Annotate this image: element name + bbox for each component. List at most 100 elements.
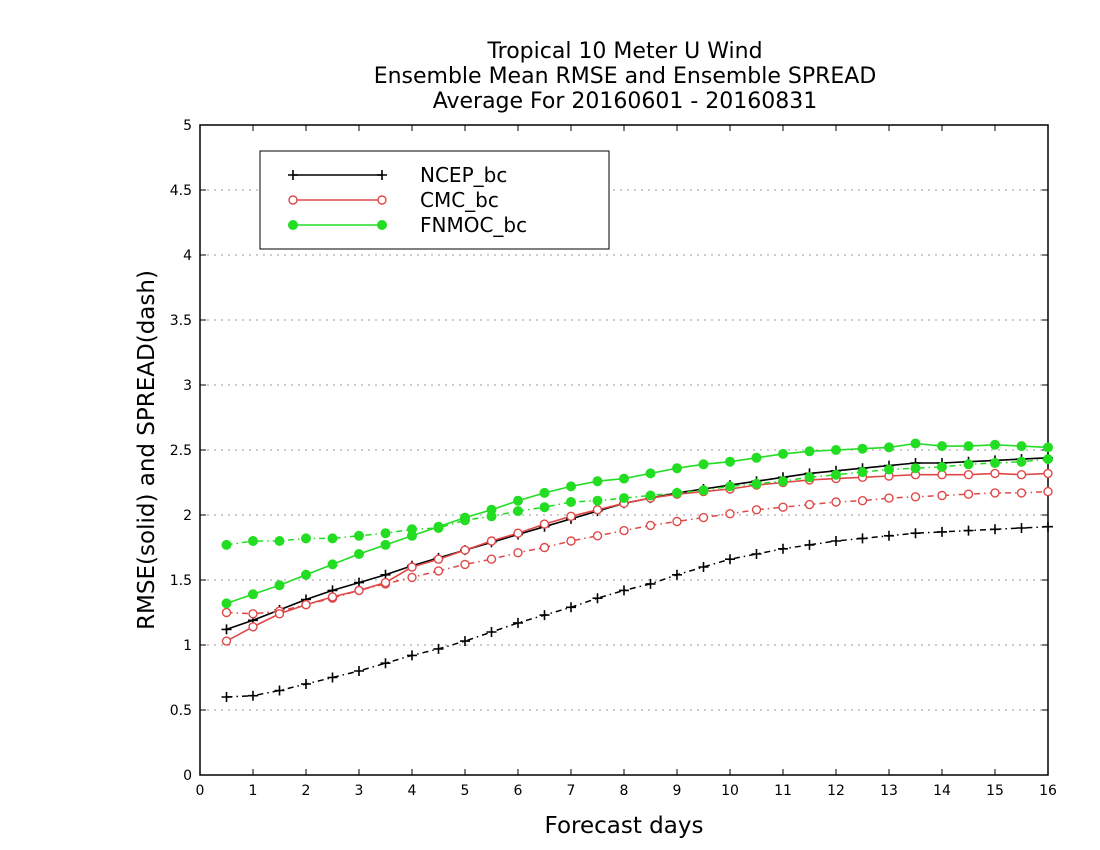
x-tick-label: 16 <box>1039 783 1057 799</box>
spread-point <box>354 666 364 676</box>
y-tick-label: 2 <box>183 508 192 524</box>
legend-marker <box>288 220 298 230</box>
x-tick-label: 3 <box>355 783 364 799</box>
spread-point <box>327 533 338 544</box>
legend-marker <box>377 220 387 230</box>
spread-point <box>751 478 762 489</box>
legend-marker <box>288 195 298 205</box>
y-tick-label: 3 <box>183 378 192 394</box>
rmse-point <box>513 528 523 538</box>
y-tick-label: 2.5 <box>170 443 192 459</box>
x-tick-label: 8 <box>620 783 629 799</box>
chart-title-line: Tropical 10 Meter U Wind <box>486 39 762 64</box>
x-tick-label: 9 <box>673 783 682 799</box>
chart-title-line: Average For 20160601 - 20160831 <box>433 89 818 114</box>
spread-point <box>884 464 894 475</box>
rmse-point <box>354 585 364 596</box>
x-tick-label: 12 <box>827 783 845 799</box>
spread-point <box>1016 488 1027 498</box>
spread-point <box>539 542 550 553</box>
spread-point <box>751 549 762 559</box>
spread-point <box>725 509 735 519</box>
spread-point <box>751 505 762 515</box>
rmse-point <box>327 592 338 602</box>
rmse-point <box>725 456 735 467</box>
spread-point <box>990 488 1000 498</box>
spread-point <box>990 458 1000 468</box>
spread-point <box>539 610 550 621</box>
x-tick-label: 2 <box>302 783 311 799</box>
spread-point <box>592 593 603 604</box>
legend-marker <box>377 170 387 180</box>
rmse-point <box>1016 441 1027 452</box>
spread-point <box>619 493 629 504</box>
y-tick-label: 1.5 <box>170 573 192 589</box>
spread-point <box>221 692 232 702</box>
rmse-point <box>460 512 470 523</box>
spread-point <box>672 569 682 580</box>
spread-point <box>857 533 868 544</box>
series-group <box>221 438 1053 702</box>
x-tick-label: 15 <box>986 783 1004 799</box>
rmse-point <box>486 504 497 515</box>
x-tick-label: 5 <box>461 783 470 799</box>
x-axis-label: Forecast days <box>545 813 704 839</box>
rmse-point <box>407 562 417 572</box>
spread-point <box>831 469 841 480</box>
rmse-point <box>566 511 576 521</box>
rmse-point <box>248 589 258 600</box>
spread-point <box>910 528 921 539</box>
rmse-point <box>274 580 285 591</box>
rmse-point <box>486 536 497 546</box>
spread-point <box>990 524 1000 535</box>
legend-label: NCEP_bc <box>420 163 507 187</box>
y-tick-label: 1 <box>183 638 192 654</box>
y-axis-label: RMSE(solid) and SPREAD(dash) <box>134 270 160 630</box>
y-tick-label: 4 <box>183 248 192 264</box>
legend-item: NCEP_bc <box>288 163 507 187</box>
spread-point <box>698 485 709 496</box>
rmse-line <box>226 442 1049 605</box>
spread-point <box>460 636 470 647</box>
spread-point <box>831 536 841 546</box>
y-tick-label: 3.5 <box>170 313 192 329</box>
legend-label: CMC_bc <box>420 188 499 212</box>
spread-line <box>226 458 1049 546</box>
rmse-point <box>460 545 470 555</box>
spread-point <box>672 516 682 527</box>
y-tick-label: 5 <box>183 118 192 134</box>
rmse-point <box>910 438 921 449</box>
rmse-point <box>221 636 232 646</box>
spread-point <box>963 489 974 499</box>
rmse-point <box>221 598 232 609</box>
rmse-point <box>804 446 815 457</box>
spread-point <box>407 650 417 661</box>
y-tick-label: 4.5 <box>170 183 192 199</box>
spread-point <box>433 643 444 654</box>
spread-point <box>725 481 735 492</box>
legend-label: FNMOC_bc <box>420 213 527 237</box>
spread-point <box>857 467 868 478</box>
x-tick-label: 6 <box>514 783 523 799</box>
spread-point <box>963 459 974 470</box>
rmse-point <box>963 441 974 452</box>
rmse-point <box>1016 470 1027 480</box>
rmse-point <box>221 624 232 635</box>
spread-point <box>884 493 894 503</box>
spread-point <box>1043 486 1053 497</box>
x-tick-label: 13 <box>880 783 898 799</box>
spread-point <box>910 492 921 502</box>
spread-point <box>592 495 603 506</box>
rmse-point <box>433 554 444 564</box>
spread-point <box>380 528 391 539</box>
series-NCEP_bc <box>221 452 1053 702</box>
x-tick-label: 14 <box>933 783 951 799</box>
spread-point <box>566 536 576 546</box>
rmse-point <box>645 468 656 479</box>
rmse-point <box>407 530 417 541</box>
rmse-point <box>778 448 788 459</box>
spread-point <box>857 496 868 506</box>
